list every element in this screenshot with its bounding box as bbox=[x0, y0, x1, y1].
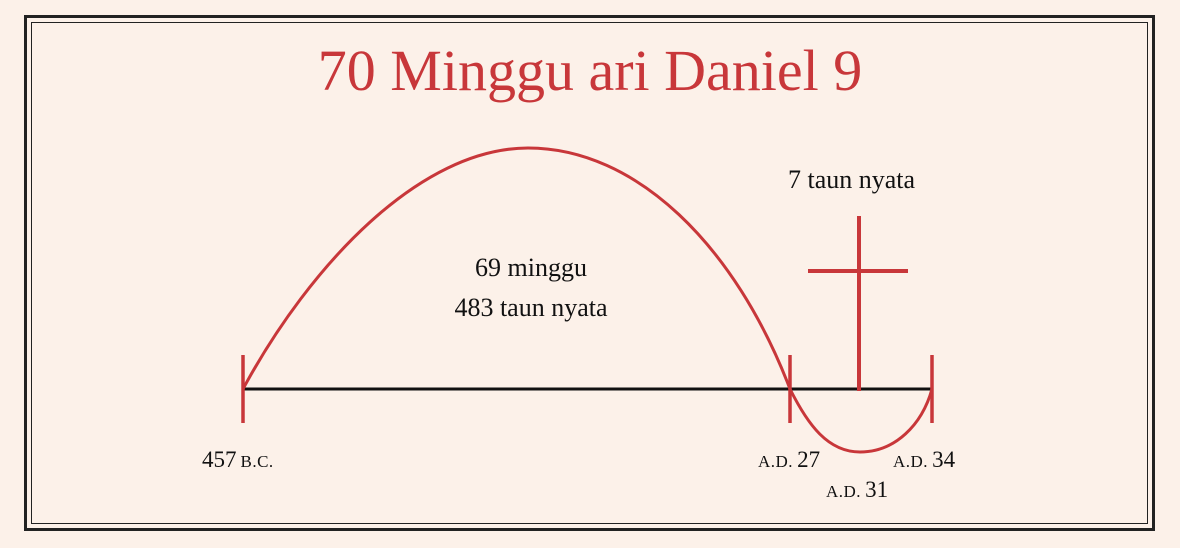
date-number: 457 bbox=[202, 447, 237, 472]
date-label-ad-34: A.D. 34 bbox=[893, 447, 955, 473]
date-number: 34 bbox=[932, 447, 956, 472]
cross-icon bbox=[808, 216, 908, 391]
inner-border bbox=[31, 22, 1148, 524]
diagram-title: 70 Minggu ari Daniel 9 bbox=[317, 38, 863, 103]
date-era: A.D. bbox=[758, 452, 794, 471]
date-era: A.D. bbox=[826, 482, 862, 501]
label-7-years: 7 taun nyata bbox=[788, 165, 916, 194]
date-era: B.C. bbox=[240, 452, 274, 471]
date-number: 27 bbox=[797, 447, 821, 472]
date-label-ad-31: A.D. 31 bbox=[826, 477, 888, 503]
date-number: 31 bbox=[865, 477, 889, 502]
label-69-weeks: 69 minggu bbox=[475, 253, 587, 282]
label-483-years: 483 taun nyata bbox=[454, 293, 608, 322]
outer-border bbox=[24, 15, 1155, 531]
date-label-ad-27: A.D. 27 bbox=[758, 447, 820, 473]
arc-final-week bbox=[788, 388, 934, 454]
arc-69-weeks bbox=[241, 146, 792, 390]
date-era: A.D. bbox=[893, 452, 929, 471]
date-label-457-bc: 457 B.C. bbox=[202, 447, 274, 473]
